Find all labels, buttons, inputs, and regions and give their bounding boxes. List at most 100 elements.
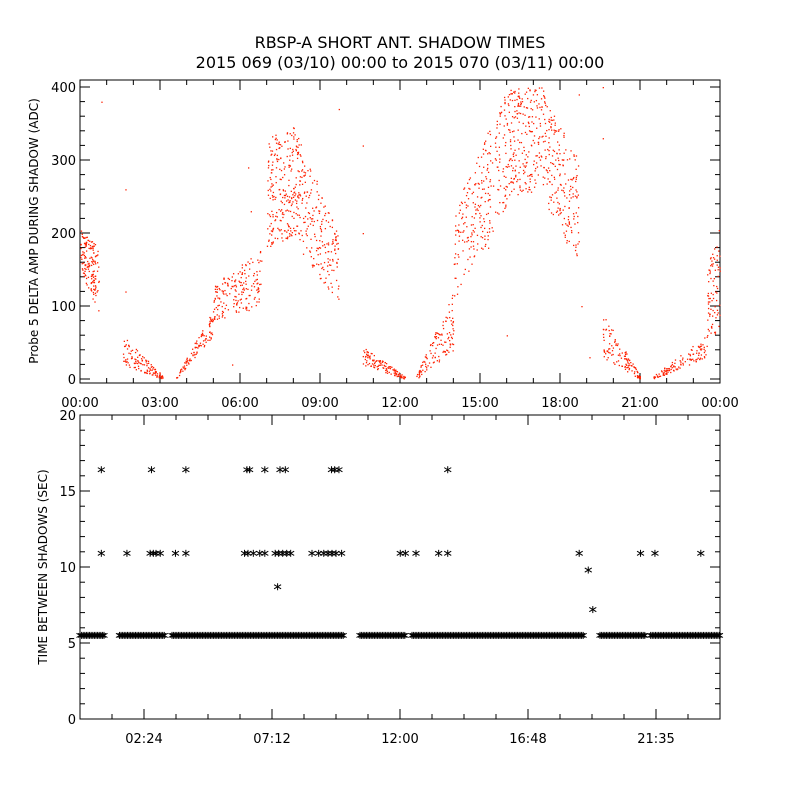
data-point <box>480 215 482 217</box>
data-point <box>241 273 243 275</box>
data-point <box>278 141 280 143</box>
data-point <box>635 368 637 371</box>
y-tick-label: 5 <box>68 637 76 652</box>
data-point <box>88 262 90 265</box>
data-point <box>691 349 693 351</box>
data-point <box>288 166 290 168</box>
data-point <box>137 356 139 358</box>
data-point <box>86 266 88 268</box>
data-point <box>131 357 133 359</box>
data-point <box>368 362 371 365</box>
data-point <box>396 375 398 378</box>
data-point <box>155 370 157 373</box>
asterisk-marker <box>337 631 346 639</box>
data-point <box>184 367 187 370</box>
data-point <box>542 90 545 92</box>
data-point <box>452 317 454 320</box>
data-point <box>181 368 183 370</box>
data-point <box>530 191 533 193</box>
data-point <box>305 230 307 232</box>
data-point <box>558 129 560 131</box>
data-point <box>312 224 314 227</box>
data-point <box>482 248 484 250</box>
data-point <box>365 355 367 358</box>
data-point <box>336 261 338 264</box>
data-point <box>517 179 519 181</box>
data-point <box>280 229 282 231</box>
data-point <box>568 221 570 223</box>
data-point <box>284 197 286 199</box>
data-point <box>243 269 246 272</box>
data-point <box>203 335 205 337</box>
data-point <box>454 253 457 255</box>
data-point <box>304 215 307 218</box>
data-point <box>279 230 281 232</box>
data-point <box>288 201 291 203</box>
data-point <box>469 256 471 258</box>
data-point <box>289 159 291 161</box>
data-point <box>427 365 429 367</box>
data-point <box>152 368 154 370</box>
data-point <box>549 170 551 172</box>
chart-title: RBSP-A SHORT ANT. SHADOW TIMES <box>255 33 546 52</box>
data-point <box>424 370 426 373</box>
data-point <box>625 363 627 365</box>
data-point <box>277 143 279 145</box>
data-point <box>300 230 302 232</box>
data-point <box>665 370 667 372</box>
asterisk-marker <box>240 549 249 557</box>
data-point <box>258 298 260 300</box>
data-point <box>479 217 481 219</box>
data-point <box>270 234 273 236</box>
data-point <box>385 362 388 365</box>
data-point <box>288 179 290 182</box>
data-point <box>85 250 88 252</box>
data-point <box>280 200 282 202</box>
data-point <box>301 169 304 171</box>
data-point <box>718 325 720 328</box>
data-point <box>566 239 568 242</box>
data-point <box>463 273 465 276</box>
data-point <box>320 229 323 231</box>
data-point <box>247 261 249 263</box>
data-point <box>291 203 293 205</box>
data-point <box>558 214 560 216</box>
data-point <box>302 161 304 164</box>
data-point <box>235 290 237 292</box>
data-point <box>259 260 261 262</box>
data-point <box>567 216 570 218</box>
data-point <box>224 289 226 292</box>
data-point <box>483 143 486 145</box>
data-point <box>517 193 519 196</box>
data-point <box>697 345 700 348</box>
data-point <box>531 173 533 176</box>
data-point <box>624 368 627 371</box>
data-point <box>708 281 710 283</box>
data-point <box>551 155 554 157</box>
data-point <box>509 158 511 160</box>
data-point <box>624 353 627 356</box>
data-point <box>240 276 242 279</box>
data-point <box>619 354 621 357</box>
data-point <box>250 289 253 291</box>
data-point <box>388 371 390 374</box>
data-point <box>513 130 515 132</box>
data-point <box>518 112 520 114</box>
data-point <box>288 164 290 167</box>
data-point <box>660 370 663 372</box>
data-point <box>518 148 520 150</box>
data-point <box>553 150 556 153</box>
asterisk-stroke <box>636 550 645 556</box>
data-point <box>255 304 257 307</box>
data-point <box>176 376 179 379</box>
data-point <box>529 189 531 191</box>
data-point <box>147 360 150 363</box>
data-point <box>455 215 457 217</box>
data-point <box>293 192 295 194</box>
data-point <box>499 112 501 114</box>
data-point <box>537 143 540 145</box>
data-point <box>393 374 396 376</box>
data-point <box>240 298 243 300</box>
data-point <box>633 372 636 375</box>
